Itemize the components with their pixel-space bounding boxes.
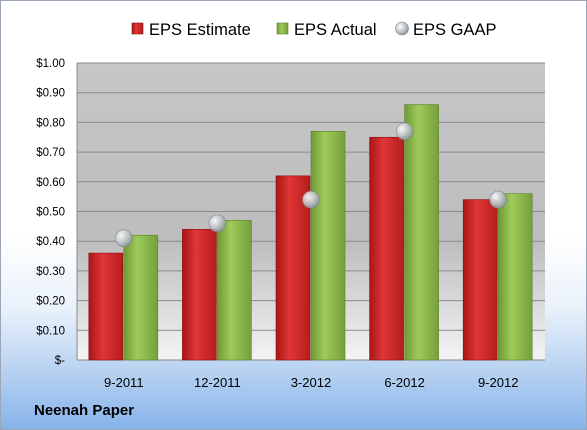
legend-label: EPS Estimate bbox=[149, 21, 251, 39]
legend-swatch bbox=[276, 22, 289, 35]
bar-eps-estimate bbox=[275, 175, 311, 361]
x-tick-label: 3-2012 bbox=[291, 375, 331, 390]
y-tick-label: $1.00 bbox=[36, 58, 65, 70]
bar-eps-actual bbox=[123, 234, 159, 361]
bar-eps-estimate bbox=[369, 136, 404, 361]
x-tick-label: 6-2012 bbox=[384, 375, 424, 390]
y-tick-label: $0.50 bbox=[36, 207, 65, 219]
y-tick-label: $0.70 bbox=[36, 147, 65, 159]
y-tick-label: $- bbox=[55, 355, 65, 367]
bar-eps-estimate bbox=[182, 229, 217, 361]
bars bbox=[88, 104, 533, 361]
x-tick-label: 9-2011 bbox=[104, 375, 144, 390]
bar-eps-actual bbox=[404, 104, 439, 361]
y-tick-label: $0.30 bbox=[36, 266, 65, 278]
y-tick-label: $0.80 bbox=[36, 117, 65, 129]
bar-eps-actual bbox=[497, 193, 533, 361]
x-tick-label: 9-2012 bbox=[478, 375, 518, 390]
bar-eps-actual bbox=[310, 131, 346, 361]
bar-eps-estimate bbox=[462, 199, 498, 361]
x-axis-ticks: 9-2011 12-2011 3-2012 6-2012 9-2012 bbox=[104, 375, 518, 390]
y-tick-label: $0.20 bbox=[36, 296, 65, 308]
gaap-markers bbox=[115, 122, 508, 248]
marker-eps-gaap bbox=[302, 190, 320, 209]
legend-label: EPS GAAP bbox=[413, 21, 496, 39]
legend-swatch bbox=[395, 21, 409, 36]
legend: EPS Estimate EPS Actual EPS GAAP bbox=[131, 21, 496, 39]
y-tick-label: $0.90 bbox=[36, 88, 65, 100]
legend-swatch bbox=[131, 22, 144, 35]
bar-eps-estimate bbox=[88, 252, 124, 361]
y-axis-ticks: $- $0.10 $0.20 $0.30 $0.40 $0.50 $0.60 $0.70 $0.… bbox=[36, 58, 65, 367]
marker-eps-gaap bbox=[115, 229, 133, 248]
legend-item: EPS Actual bbox=[276, 21, 377, 39]
marker-eps-gaap bbox=[395, 122, 414, 141]
legend-item: EPS GAAP bbox=[395, 21, 496, 39]
legend-label: EPS Actual bbox=[294, 21, 377, 39]
marker-eps-gaap bbox=[489, 190, 508, 209]
company-label: Neenah Paper bbox=[34, 402, 135, 419]
marker-eps-gaap bbox=[208, 214, 227, 233]
y-tick-label: $0.10 bbox=[36, 325, 65, 337]
legend-item: EPS Estimate bbox=[131, 21, 251, 39]
x-tick-label: 12-2011 bbox=[194, 375, 241, 390]
y-tick-label: $0.40 bbox=[36, 236, 65, 248]
y-tick-label: $0.60 bbox=[36, 177, 65, 189]
bar-eps-actual bbox=[217, 220, 252, 361]
